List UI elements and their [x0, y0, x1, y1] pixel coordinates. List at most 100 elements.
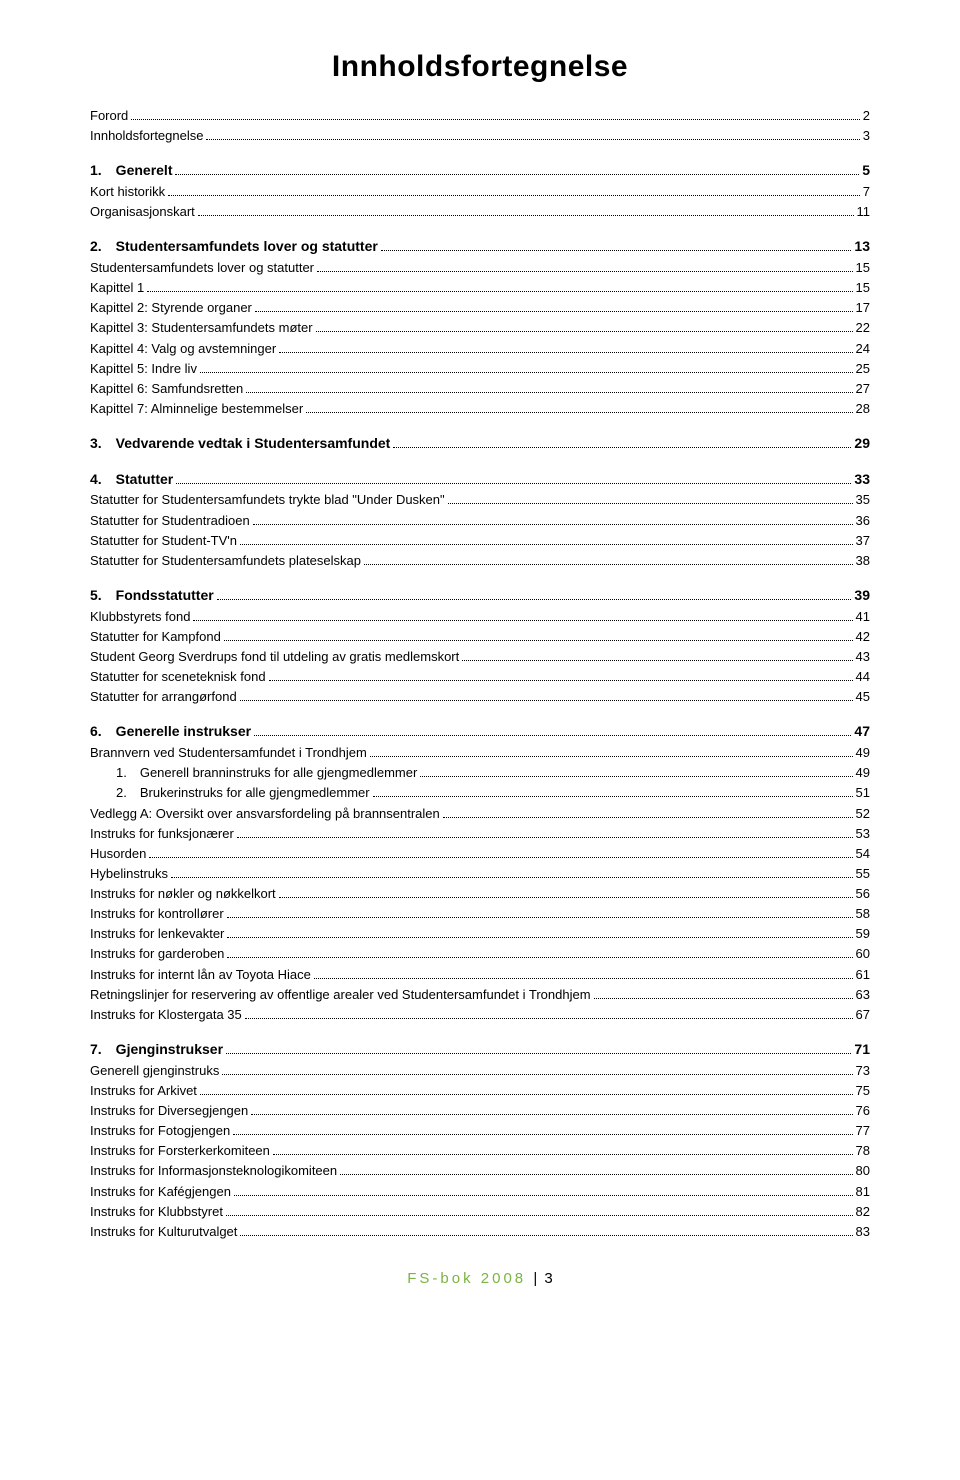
- toc-leader-dots: [226, 1206, 853, 1216]
- toc-label: Husorden: [90, 844, 146, 864]
- toc-leader-dots: [227, 928, 852, 938]
- toc-label: Student Georg Sverdrups fond til utdelin…: [90, 647, 459, 667]
- toc-leader-dots: [227, 948, 852, 958]
- toc-page-number: 78: [856, 1141, 870, 1161]
- toc-label: Instruks for kontrollører: [90, 904, 224, 924]
- toc-leader-dots: [217, 589, 852, 600]
- toc-section: 2. Studentersamfundets lover og statutte…: [90, 236, 870, 258]
- toc-leader-dots: [200, 363, 853, 373]
- toc-leader-dots: [193, 611, 852, 621]
- toc-page-number: 73: [856, 1061, 870, 1081]
- toc-label: Hybelinstruks: [90, 864, 168, 884]
- toc-page-number: 60: [856, 944, 870, 964]
- toc-leader-dots: [255, 302, 853, 312]
- toc-entry: Innholdsfortegnelse3: [90, 126, 870, 146]
- toc-leader-dots: [373, 787, 853, 797]
- toc-spacer: [90, 707, 870, 721]
- toc-entry: Kapittel 3: Studentersamfundets møter22: [90, 318, 870, 338]
- toc-page-number: 17: [856, 298, 870, 318]
- toc-page-number: 76: [856, 1101, 870, 1121]
- toc-label: Kapittel 2: Styrende organer: [90, 298, 252, 318]
- toc-entry: Instruks for Klubbstyret82: [90, 1202, 870, 1222]
- toc-label: Retningslinjer for reservering av offent…: [90, 985, 591, 1005]
- toc-page-number: 27: [856, 379, 870, 399]
- toc-label: Studentersamfundets lover og statutter: [90, 258, 314, 278]
- toc-page-number: 7: [863, 182, 870, 202]
- toc-section: 1. Generelt5: [90, 160, 870, 182]
- toc-page-number: 13: [854, 236, 870, 258]
- toc-entry: Instruks for Arkivet75: [90, 1081, 870, 1101]
- toc-leader-dots: [316, 322, 853, 332]
- toc-page-number: 38: [856, 551, 870, 571]
- toc-label: Instruks for Kafégjengen: [90, 1182, 231, 1202]
- toc-entry: Kapittel 6: Samfundsretten 27: [90, 379, 870, 399]
- toc-page-number: 24: [856, 339, 870, 359]
- toc-label: Instruks for Kulturutvalget: [90, 1222, 237, 1242]
- toc-page-number: 49: [856, 743, 870, 763]
- toc-leader-dots: [443, 807, 853, 817]
- toc-entry: Instruks for Kulturutvalget83: [90, 1222, 870, 1242]
- toc-spacer: [90, 1025, 870, 1039]
- toc-page-number: 33: [854, 469, 870, 491]
- toc-entry: Instruks for Forsterkerkomiteen78: [90, 1141, 870, 1161]
- toc-spacer: [90, 419, 870, 433]
- toc-page-number: 54: [856, 844, 870, 864]
- toc-section: 5. Fondsstatutter39: [90, 585, 870, 607]
- toc-entry: Organisasjonskart11: [90, 202, 870, 222]
- toc-entry: Instruks for internt lån av Toyota Hiace…: [90, 965, 870, 985]
- toc-entry: Retningslinjer for reservering av offent…: [90, 985, 870, 1005]
- toc-label: Instruks for Diversegjengen: [90, 1101, 248, 1121]
- toc-label: Statutter for sceneteknisk fond: [90, 667, 266, 687]
- toc-label: 5. Fondsstatutter: [90, 585, 214, 607]
- toc-leader-dots: [269, 671, 853, 681]
- toc-leader-dots: [364, 555, 853, 565]
- toc-entry: Statutter for Studentradioen36: [90, 511, 870, 531]
- page-container: Innholdsfortegnelse Forord2Innholdsforte…: [0, 0, 960, 1327]
- toc-leader-dots: [234, 1185, 853, 1195]
- toc-label: Instruks for lenkevakter: [90, 924, 224, 944]
- toc-leader-dots: [381, 240, 852, 251]
- toc-leader-dots: [240, 691, 853, 701]
- toc-page-number: 61: [856, 965, 870, 985]
- toc-entry: Studentersamfundets lover og statutter15: [90, 258, 870, 278]
- toc-page-number: 56: [856, 884, 870, 904]
- toc-leader-dots: [594, 989, 853, 999]
- toc-label: Instruks for funksjonærer: [90, 824, 234, 844]
- toc-leader-dots: [147, 282, 852, 292]
- toc-leader-dots: [200, 1085, 853, 1095]
- toc-leader-dots: [226, 1043, 851, 1054]
- toc-entry: Instruks for Diversegjengen 76: [90, 1101, 870, 1121]
- toc-label: Brannvern ved Studentersamfundet i Trond…: [90, 743, 367, 763]
- toc-entry: Statutter for Student-TV'n37: [90, 531, 870, 551]
- toc-label: Statutter for Studentersamfundets trykte…: [90, 490, 445, 510]
- toc-entry: Hybelinstruks55: [90, 864, 870, 884]
- toc-entry: Kort historikk 7: [90, 182, 870, 202]
- toc-label: Kapittel 3: Studentersamfundets møter: [90, 318, 313, 338]
- toc-label: Kapittel 6: Samfundsretten: [90, 379, 243, 399]
- toc-label: Generell gjenginstruks: [90, 1061, 219, 1081]
- toc-leader-dots: [198, 206, 854, 216]
- toc-leader-dots: [273, 1145, 853, 1155]
- toc-label: Kort historikk: [90, 182, 165, 202]
- toc-leader-dots: [240, 1226, 852, 1236]
- toc-leader-dots: [462, 651, 852, 661]
- toc-label: Instruks for internt lån av Toyota Hiace: [90, 965, 311, 985]
- toc-label: Statutter for Studentersamfundets plates…: [90, 551, 361, 571]
- toc-page-number: 51: [856, 783, 870, 803]
- toc-page-number: 59: [856, 924, 870, 944]
- toc-section: 7. Gjenginstrukser71: [90, 1039, 870, 1061]
- toc-leader-dots: [448, 494, 853, 504]
- toc-page-number: 15: [856, 278, 870, 298]
- toc-label: 2. Brukerinstruks for alle gjengmedlemme…: [116, 783, 370, 803]
- toc-label: Instruks for Klubbstyret: [90, 1202, 223, 1222]
- toc-entry: Husorden 54: [90, 844, 870, 864]
- toc-entry: Instruks for funksjonærer53: [90, 824, 870, 844]
- toc-entry: Klubbstyrets fond41: [90, 607, 870, 627]
- toc-leader-dots: [420, 767, 852, 777]
- toc-label: Kapittel 7: Alminnelige bestemmelser: [90, 399, 303, 419]
- page-footer: FS-bok 2008 | 3: [90, 1270, 870, 1287]
- toc-label: 1. Generell branninstruks for alle gjeng…: [116, 763, 417, 783]
- toc-leader-dots: [171, 868, 853, 878]
- toc-leader-dots: [279, 888, 853, 898]
- toc-page-number: 28: [856, 399, 870, 419]
